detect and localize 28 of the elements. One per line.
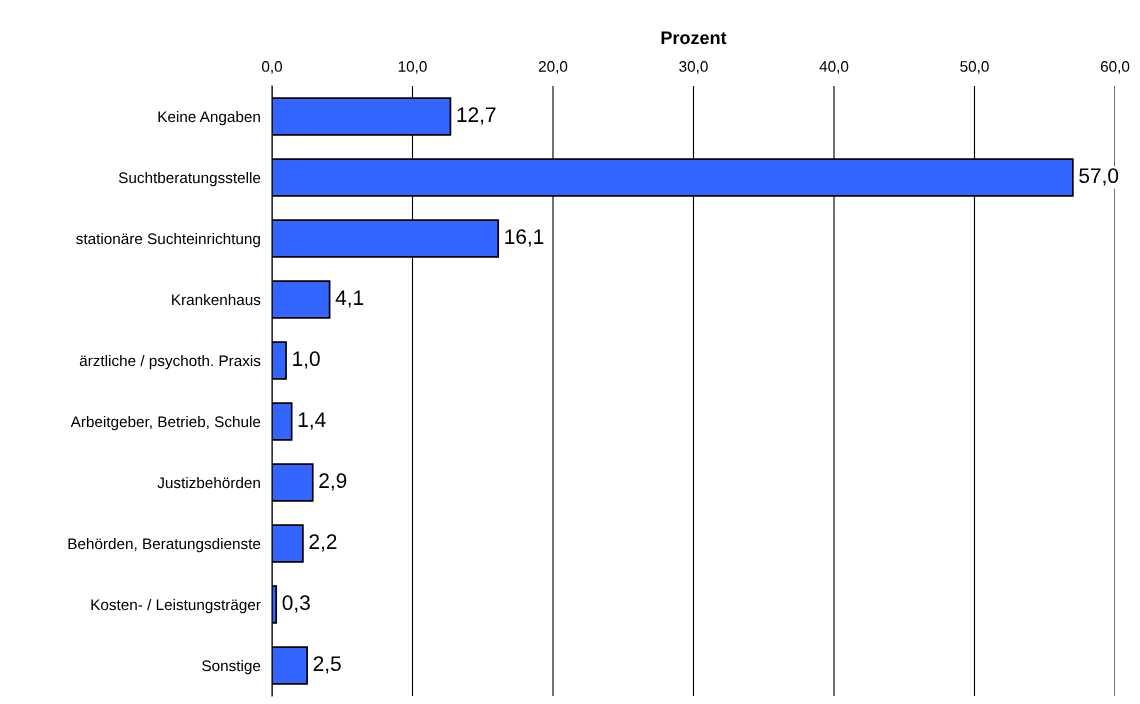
x-axis-title: Prozent: [661, 31, 727, 45]
x-tick-label: 40,0: [819, 61, 849, 74]
y-tick-label: Keine Angaben: [158, 110, 260, 126]
data-label: 0,3: [282, 595, 310, 613]
y-tick-label: stationäre Suchteinrichtung: [76, 232, 260, 248]
data-label: 1,0: [293, 351, 320, 369]
x-tick-label: 0,0: [261, 61, 283, 74]
data-label: 16,1: [505, 229, 544, 247]
y-tick-label: ärztliche / psychoth. Praxis: [79, 354, 261, 370]
x-tick-label: 50,0: [960, 61, 989, 74]
data-label: 2,5: [313, 656, 341, 674]
y-tick-label: Sonstige: [202, 659, 261, 675]
y-tick-label: Behörden, Beratungsdienste: [68, 537, 261, 553]
y-tick-label: Kosten- / Leistungsträger: [91, 598, 261, 614]
data-label: 1,4: [298, 412, 326, 430]
y-tick-label: Suchtberatungsstelle: [118, 171, 261, 187]
x-tick-label: 20,0: [538, 61, 568, 74]
data-label: 57,0: [1079, 168, 1119, 186]
data-label: 4,1: [335, 290, 364, 308]
x-tick-label: 30,0: [679, 61, 708, 74]
y-tick-label: Krankenhaus: [172, 293, 261, 306]
x-tick-label: 60,0: [1100, 61, 1130, 74]
data-label: 2,2: [309, 534, 337, 552]
data-label: 12,7: [457, 107, 496, 125]
data-label: 2,9: [319, 473, 347, 491]
y-tick-label: Justizbehörden: [157, 476, 260, 489]
y-tick-label: Arbeitgeber, Betrieb, Schule: [70, 415, 261, 431]
x-tick-label: 10,0: [398, 61, 427, 74]
